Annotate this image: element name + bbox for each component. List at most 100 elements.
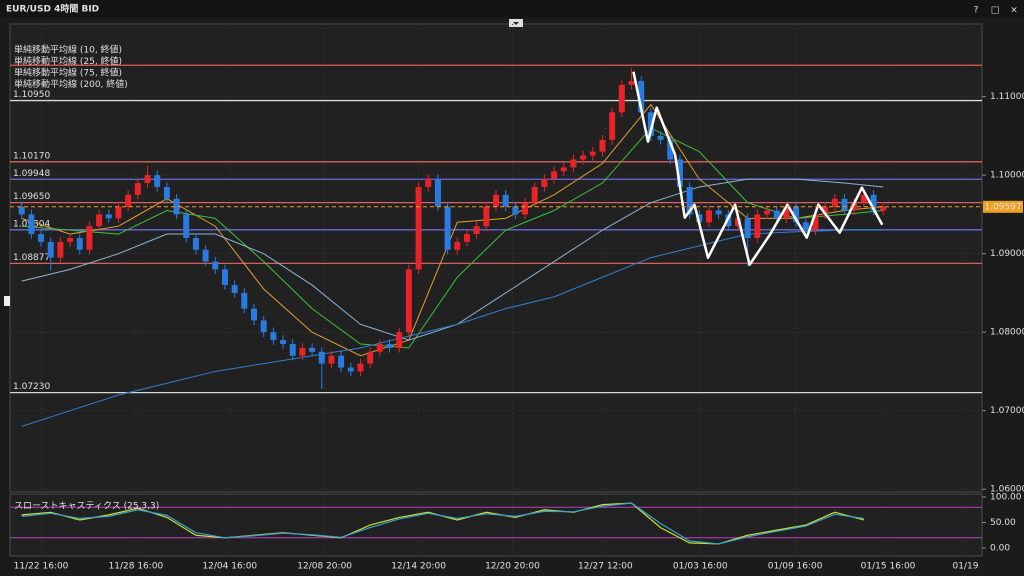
candle-body xyxy=(434,179,441,207)
y-tick-label: 1.07000 xyxy=(990,406,1024,416)
candle-body xyxy=(589,151,596,156)
candle-body xyxy=(192,237,199,250)
candle-body xyxy=(512,206,519,215)
candle-body xyxy=(735,218,741,227)
candle-body xyxy=(241,292,248,309)
candle-body xyxy=(338,355,345,368)
candle-body xyxy=(802,222,809,231)
candle-body xyxy=(657,135,664,140)
candle-body xyxy=(599,139,606,152)
candle-body xyxy=(163,186,170,199)
candle-body xyxy=(463,234,470,242)
candle-body xyxy=(502,194,509,207)
level-label: 1.07230 xyxy=(13,382,50,392)
candle-body xyxy=(367,351,374,364)
candle-body xyxy=(841,198,848,211)
candle-body xyxy=(251,308,257,321)
level-label: 1.10170 xyxy=(13,151,50,161)
candle-body xyxy=(831,198,838,207)
y-tick-label: 1.08000 xyxy=(990,328,1024,338)
candle-body xyxy=(454,241,461,250)
side-handle[interactable] xyxy=(4,296,10,306)
candle-body xyxy=(444,206,451,250)
candle-body xyxy=(696,214,703,223)
candle-body xyxy=(357,363,364,372)
level-label: 1.08877 xyxy=(13,253,50,263)
candle-body xyxy=(667,139,674,160)
candle-body xyxy=(173,198,180,215)
candle-body xyxy=(347,367,354,372)
x-tick-label: 01/03 16:00 xyxy=(673,562,728,572)
candle-body xyxy=(105,214,112,219)
x-tick-label: 01/19 xyxy=(953,562,979,572)
candle-body xyxy=(676,159,683,187)
price-panel xyxy=(9,23,983,493)
candle-body xyxy=(628,80,635,85)
moving-average xyxy=(21,127,884,349)
candle-body xyxy=(386,343,393,348)
candle-body xyxy=(144,175,151,184)
candle-body xyxy=(57,241,64,258)
x-tick-label: 12/04 16:00 xyxy=(202,562,257,572)
candle-body xyxy=(812,214,819,231)
candle-body xyxy=(880,206,887,211)
candle-body xyxy=(47,241,54,258)
x-tick-label: 12/08 20:00 xyxy=(297,562,352,572)
candle-body xyxy=(773,210,780,219)
close-button[interactable]: × xyxy=(1010,6,1018,16)
candle-body xyxy=(415,186,422,270)
y-tick-label: 1.10000 xyxy=(990,171,1024,181)
candle-body xyxy=(299,347,306,356)
candle-body xyxy=(560,167,567,172)
candle-body xyxy=(793,206,800,223)
candle-body xyxy=(212,261,219,270)
candle-body xyxy=(522,202,529,215)
candle-body xyxy=(96,214,103,227)
legend-entry: 単純移動平均線 (25, 終値) xyxy=(14,55,122,67)
candle-body xyxy=(570,159,577,168)
current-price-box xyxy=(983,200,1023,213)
y-tick-label: 1.06000 xyxy=(990,485,1024,495)
candle-body xyxy=(318,351,325,364)
candle-body xyxy=(647,112,654,136)
candle-body xyxy=(260,320,267,333)
candle-body xyxy=(541,179,548,187)
y-tick-label: 100.00 xyxy=(990,493,1022,503)
candle-body xyxy=(231,285,238,293)
candle-body xyxy=(289,343,296,356)
y-tick-label: 1.11000 xyxy=(990,92,1024,102)
level-label: 1.09650 xyxy=(13,192,50,202)
level-label: 1.10950 xyxy=(13,90,50,100)
candle-body xyxy=(638,80,645,113)
candle-body xyxy=(376,343,383,352)
candle-body xyxy=(28,214,35,235)
candle-body xyxy=(473,226,480,235)
current-price-label: 1.09597 xyxy=(984,202,1021,212)
candle-body xyxy=(551,171,558,180)
candle-body xyxy=(280,340,287,344)
candle-body xyxy=(154,175,161,187)
candle-body xyxy=(18,206,25,215)
maximize-button[interactable]: □ xyxy=(991,6,1000,16)
x-tick-label: 01/15 16:00 xyxy=(861,562,916,572)
candle-body xyxy=(618,84,625,113)
candle-body xyxy=(715,210,722,215)
candle-body xyxy=(531,186,538,203)
candle-body xyxy=(221,269,228,286)
level-label: 1.09948 xyxy=(13,169,50,179)
x-tick-label: 11/22 16:00 xyxy=(14,562,69,572)
x-tick-label: 12/20 20:00 xyxy=(485,562,540,572)
candle-body xyxy=(270,332,277,341)
window-title: EUR/USD 4時間 BID xyxy=(6,3,99,15)
legend-entry: 単純移動平均線 (75, 終値) xyxy=(14,67,122,79)
candle-body xyxy=(67,237,74,242)
candle-body xyxy=(134,183,141,195)
y-tick-label: 1.09000 xyxy=(990,249,1024,259)
x-tick-label: 01/09 16:00 xyxy=(768,562,823,572)
candle-body xyxy=(764,210,771,215)
title-bar xyxy=(0,0,1024,18)
stochastic-panel xyxy=(9,493,983,557)
help-button[interactable]: ? xyxy=(974,6,979,16)
candle-body xyxy=(405,269,412,333)
